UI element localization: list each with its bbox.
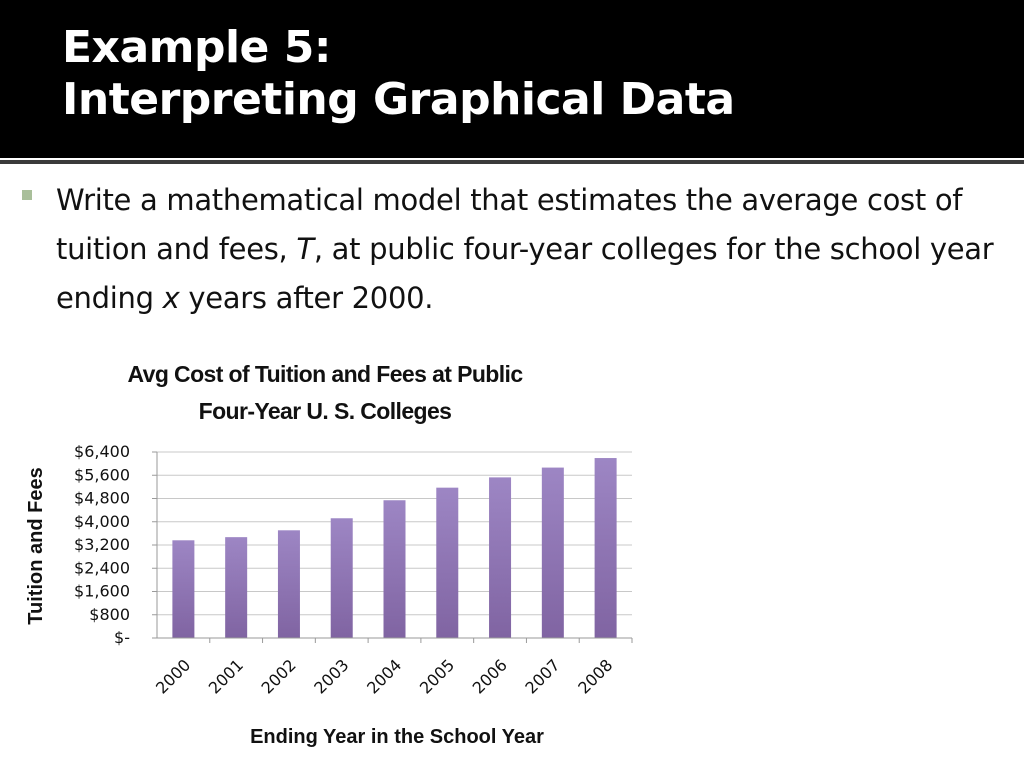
slide-header: Example 5: Interpreting Graphical Data	[0, 0, 1024, 158]
y-tick-label: $6,400	[74, 442, 130, 461]
bar-2001	[225, 537, 248, 638]
x-axis-title: Ending Year in the School Year	[250, 726, 544, 748]
chart-title: Avg Cost of Tuition and Fees at Public F…	[30, 356, 620, 430]
x-tick-label: 2001	[205, 655, 247, 697]
bullet-text-part3: years after 2000.	[179, 281, 434, 315]
bar-2004	[383, 500, 406, 638]
bar-2003	[330, 518, 353, 638]
x-tick-label: 2005	[416, 655, 458, 697]
chart-title-line1: Avg Cost of Tuition and Fees at Public	[127, 361, 523, 387]
y-tick-label: $4,800	[74, 489, 130, 508]
bullet-text: Write a mathematical model that estimate…	[56, 176, 1006, 323]
header-divider	[0, 160, 1024, 164]
y-tick-label: $4,000	[74, 512, 130, 531]
x-tick-label: 2006	[469, 655, 511, 697]
variable-x: x	[162, 281, 180, 315]
slide-title-line2: Interpreting Graphical Data	[62, 74, 735, 125]
y-tick-label: $-	[114, 628, 130, 647]
x-tick-label: 2003	[310, 655, 352, 697]
x-tick-label: 2007	[521, 655, 563, 697]
y-tick-label: $3,200	[74, 535, 130, 554]
bar-2007	[541, 467, 564, 638]
slide-title: Example 5: Interpreting Graphical Data	[62, 22, 735, 126]
x-tick-label: 2004	[363, 655, 405, 697]
bar-2002	[277, 530, 300, 638]
x-tick-label: 2008	[574, 655, 616, 697]
y-tick-label: $5,600	[74, 465, 130, 484]
y-tick-labels: $- $800 $1,600 $2,400 $3,200 $4,000 $4,800 $5,6…	[74, 442, 130, 647]
bar-2005	[436, 487, 459, 638]
slide-title-line1: Example 5:	[62, 22, 331, 73]
x-tick-labels: 2000 2001 2002 2003 2004 2005 2006 2007 2008	[152, 655, 616, 697]
bullet-text-part2: , at public four-year colleges for the s…	[56, 232, 994, 315]
bar-2008	[594, 458, 617, 638]
y-tick-label: $1,600	[74, 582, 130, 601]
bar-2006	[489, 477, 512, 638]
axes	[152, 451, 633, 643]
bars	[172, 458, 617, 638]
x-tick-label: 2002	[258, 655, 300, 697]
y-tick-label: $2,400	[74, 558, 130, 577]
variable-t: T	[296, 232, 314, 266]
bullet-text-part1: Write a mathematical model that estimate…	[56, 183, 963, 266]
y-tick-label: $800	[89, 605, 130, 624]
y-axis-title: Tuition and Fees	[25, 467, 47, 624]
x-tick-label: 2000	[152, 655, 194, 697]
bar-2000	[172, 540, 195, 638]
chart-title-line2: Four-Year U. S. Colleges	[198, 398, 452, 424]
bullet-marker	[22, 190, 32, 200]
